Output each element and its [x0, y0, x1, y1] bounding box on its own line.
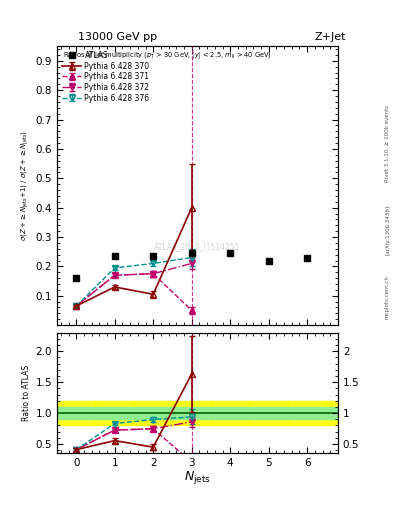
Text: [arXiv:1306.3436]: [arXiv:1306.3436] [385, 205, 389, 255]
ATLAS [74, 275, 79, 281]
Legend: ATLAS, Pythia 6.428 370, Pythia 6.428 371, Pythia 6.428 372, Pythia 6.428 376: ATLAS, Pythia 6.428 370, Pythia 6.428 37… [61, 50, 151, 104]
Y-axis label: Ratio to ATLAS: Ratio to ATLAS [22, 365, 31, 421]
Y-axis label: $\sigma(Z + {\geq}N_{\rm jets}{+}1)\ /\ \sigma(Z + {\geq}N_{\rm jets})$: $\sigma(Z + {\geq}N_{\rm jets}{+}1)\ /\ … [20, 130, 31, 241]
ATLAS [151, 253, 156, 259]
Text: 13000 GeV pp: 13000 GeV pp [78, 32, 158, 42]
Text: mcplots.cern.ch: mcplots.cern.ch [385, 275, 389, 319]
ATLAS [189, 250, 194, 256]
ATLAS [112, 253, 117, 259]
Text: Ratios of jet multiplicity ($p_{\rm T}$ > 30 GeV, $|y|$ < 2.5, $m_{\rm ll}$ > 40: Ratios of jet multiplicity ($p_{\rm T}$ … [62, 50, 272, 61]
ATLAS [228, 250, 233, 256]
Line: ATLAS: ATLAS [73, 250, 310, 281]
ATLAS [305, 254, 310, 261]
Text: ATLAS_2012_I1514251: ATLAS_2012_I1514251 [154, 243, 241, 251]
ATLAS [266, 258, 271, 264]
Text: Rivet 3.1.10, ≥ 100k events: Rivet 3.1.10, ≥ 100k events [385, 105, 389, 182]
X-axis label: $N_{\rm jets}$: $N_{\rm jets}$ [184, 470, 211, 486]
Text: Z+Jet: Z+Jet [314, 32, 346, 42]
